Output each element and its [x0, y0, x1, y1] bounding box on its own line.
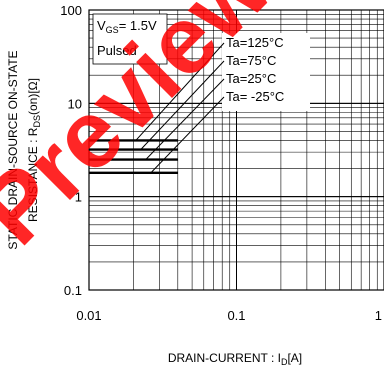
y-tick-label: 100 [60, 3, 82, 18]
x-axis-title: DRAIN-CURRENT : ID[A] [168, 351, 302, 367]
pulsed-condition: Pulsed [97, 43, 137, 58]
y-tick-label: 1 [75, 190, 82, 205]
conditions-box-frame [92, 13, 168, 65]
tick-labels: 0.01 0.1 1 100 10 1 0.1 [60, 3, 382, 323]
legend-bg [222, 33, 310, 111]
x-tick-label: 1 [375, 308, 382, 323]
legend: Ta=125°C Ta=75°C Ta=25°C Ta= -25°C [135, 33, 310, 174]
watermark-text: Preview [0, 0, 292, 265]
x-tick-label: 0.1 [227, 308, 245, 323]
legend-leader-line [145, 78, 225, 160]
vgs-condition: VGS= 1.5V [97, 18, 157, 35]
legend-label: Ta= -25°C [226, 89, 284, 104]
legend-leader-line [150, 96, 225, 174]
legend-label: Ta=125°C [226, 35, 284, 50]
x-tick-label: 0.01 [76, 308, 101, 323]
y-tick-label: 0.1 [64, 283, 82, 298]
legend-label: Ta=75°C [226, 53, 276, 68]
legend-leader-line [140, 60, 225, 150]
legend-label: Ta=25°C [226, 71, 276, 86]
y-axis-title-line1: STATIC DRAIN-SOURCE ON-STATE [6, 50, 20, 249]
conditions-box: VGS= 1.5V Pulsed [92, 13, 168, 65]
y-tick-label: 10 [68, 96, 82, 111]
y-axis-title-line2: RESISTANCE : RDS(on)[Ω] [26, 78, 42, 222]
legend-leader-line [135, 42, 225, 141]
